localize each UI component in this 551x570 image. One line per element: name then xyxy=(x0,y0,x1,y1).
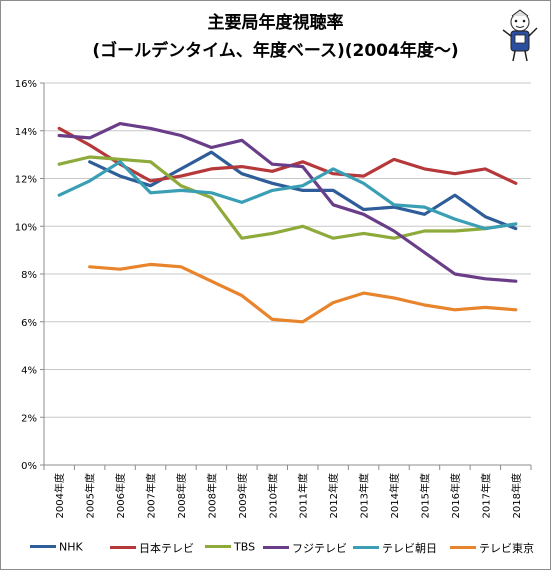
x-tick-label: 2014年度 xyxy=(388,473,401,518)
x-tick-label: 2008年度 xyxy=(175,473,188,518)
legend-item: 日本テレビ xyxy=(110,540,194,558)
x-tick-label: 2018年度 xyxy=(510,473,523,518)
series-line xyxy=(57,155,518,240)
y-tick-label: 16% xyxy=(15,79,37,90)
mascot-logo xyxy=(502,9,538,62)
x-tick-label: 2015年度 xyxy=(418,473,431,518)
legend-item: テレビ東京 xyxy=(450,540,534,558)
line-chart: 0% 2% 4% 6% 8% 10% 12% 14% 16% 2004年度 2005年度 2006年… xyxy=(15,79,532,518)
series-lines xyxy=(57,122,518,324)
legend-label: フジテレビ xyxy=(292,542,347,555)
legend-item: NHK xyxy=(30,540,83,558)
y-tick-label: 2% xyxy=(21,413,37,424)
legend-swatch xyxy=(353,545,379,549)
x-tick-label: 2007年度 xyxy=(145,473,158,518)
legend-swatch xyxy=(450,545,476,549)
series-line xyxy=(57,122,518,283)
y-tick-label: 4% xyxy=(21,366,37,377)
y-tick-labels: 0% 2% 4% 6% 8% 10% 12% 14% 16% xyxy=(15,79,37,472)
y-tick-label: 6% xyxy=(21,318,37,329)
legend-label: 日本テレビ xyxy=(139,542,194,555)
x-tick-label: 2006年度 xyxy=(114,473,127,518)
legend-swatch xyxy=(205,544,231,548)
x-tick-label: 2004年度 xyxy=(53,473,66,518)
x-tick-label: 2011年度 xyxy=(297,473,310,518)
legend-item: フジテレビ xyxy=(263,540,347,558)
x-tick-label: 2008年度 xyxy=(205,473,218,518)
x-tick-label: 2013年度 xyxy=(358,473,371,518)
legend-swatch xyxy=(263,545,289,549)
y-tick-label: 12% xyxy=(15,175,37,186)
y-tick-label: 14% xyxy=(15,127,37,138)
x-tick-label: 2012年度 xyxy=(327,473,340,518)
x-tick-label: 2005年度 xyxy=(84,473,97,518)
x-tick-label: 2009年度 xyxy=(236,473,249,518)
legend-item: TBS xyxy=(205,540,255,558)
series-line xyxy=(57,126,518,185)
legend-label: NHK xyxy=(59,540,83,554)
legend-swatch xyxy=(30,544,56,548)
legend-label: テレビ朝日 xyxy=(382,542,437,555)
y-tick-label: 10% xyxy=(15,222,37,233)
x-tick-label: 2016年度 xyxy=(449,473,462,518)
legend: NHK 日本テレビ TBS フジテレビ テレビ朝日 テレビ東京 xyxy=(30,540,540,558)
chart-title: 主要局年度視聴率 xyxy=(207,13,344,33)
legend-item: テレビ朝日 xyxy=(353,540,437,558)
series-line xyxy=(88,262,518,324)
x-tick-label: 2017年度 xyxy=(479,473,492,518)
legend-swatch xyxy=(110,545,136,549)
legend-label: テレビ東京 xyxy=(479,542,534,555)
series-line xyxy=(57,160,518,231)
legend-label: TBS xyxy=(234,540,256,554)
x-tick-label: 2010年度 xyxy=(266,473,279,518)
y-tick-label: 8% xyxy=(21,270,37,281)
chart-subtitle: (ゴールデンタイム、年度ベース)(2004年度〜) xyxy=(92,41,459,61)
axes xyxy=(40,82,532,470)
x-tick-labels: 2004年度 2005年度 2006年度 2007年度 2008年度 2008年度 2009… xyxy=(53,473,523,518)
y-tick-label: 0% xyxy=(21,461,37,472)
